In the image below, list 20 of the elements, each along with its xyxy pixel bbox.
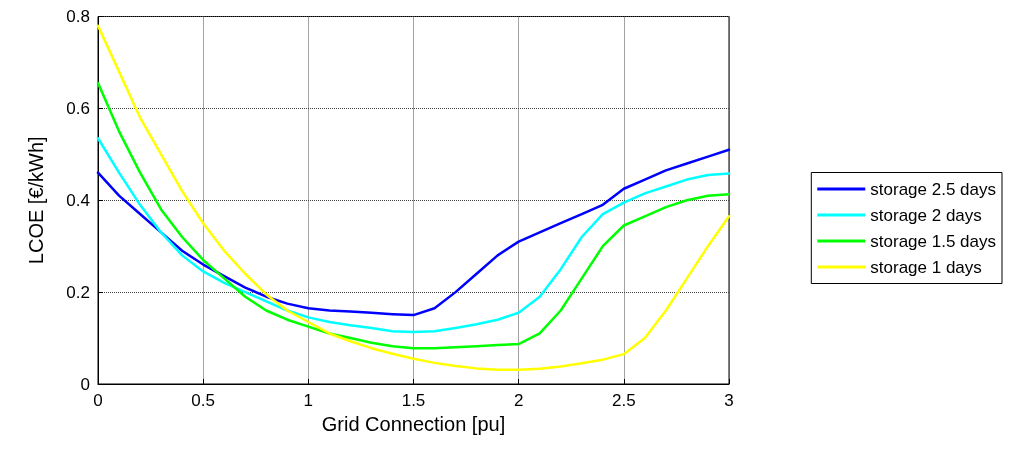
x-tick-label: 1 — [303, 391, 314, 410]
x-tick-label: 2.5 — [612, 391, 636, 410]
x-tick-label: 3 — [724, 391, 734, 410]
legend-label: storage 1.5 days — [870, 231, 997, 251]
line-series — [96, 24, 731, 372]
x-tick-label: 1.5 — [401, 391, 426, 410]
x-tick-label: 2 — [513, 391, 524, 410]
legend-label: storage 1 days — [870, 257, 982, 277]
y-tick-label: 0 — [80, 374, 90, 394]
y-tick-label: 0.4 — [66, 190, 90, 210]
y-tick-label: 0.6 — [66, 98, 90, 118]
y-tick-label: 0.2 — [66, 282, 90, 302]
y-tick-label: 0.8 — [66, 7, 90, 26]
x-tick-label: 0 — [93, 391, 103, 410]
x-axis-title: Grid Connection [pu] — [321, 413, 506, 435]
line-series — [96, 81, 731, 350]
x-tick-label: 0.5 — [191, 391, 215, 410]
legend-label: storage 2.5 days — [870, 179, 997, 199]
legend-label: storage 2 days — [870, 205, 982, 225]
y-axis-title: LCOE [€/kWh] — [25, 136, 47, 265]
